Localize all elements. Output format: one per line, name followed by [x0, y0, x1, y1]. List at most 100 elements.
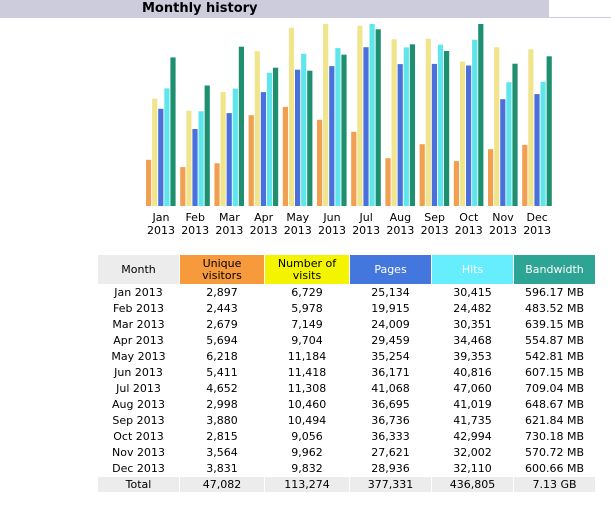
table-row: Nov 2013 3,564 9,962 27,621 32,002 570.72 MB [98, 445, 595, 460]
section-title: Monthly history [142, 1, 258, 16]
bar [288, 27, 295, 207]
cell-month: Aug 2013 [112, 398, 165, 411]
cell-bandwidth: 730.18 MB [524, 430, 585, 443]
bar [152, 98, 158, 206]
chart-bars [146, 24, 552, 207]
table-row: Oct 2013 2,815 9,056 36,333 42,994 730.18 MB [98, 429, 595, 444]
cell-visitors: 2,998 [206, 398, 238, 411]
bar [478, 24, 484, 206]
cell-visits: 5,978 [291, 302, 323, 315]
bar [431, 63, 437, 207]
cell-visitors: 4,652 [206, 382, 238, 395]
cell-month: Jan 2013 [114, 286, 163, 299]
x-tick-label-month: Jan [152, 211, 170, 224]
cell-visits: 10,460 [287, 398, 327, 411]
table-row: Jun 2013 5,411 11,418 36,171 40,816 607.15 MB [98, 365, 595, 380]
bar [500, 99, 506, 206]
table-row: Jan 2013 2,897 6,729 25,134 30,415 596.17 MB [98, 285, 595, 300]
table-header-row: Month Unique visitors Number of visits Pag… [98, 255, 595, 284]
header-text: visits [292, 268, 322, 282]
bar [459, 61, 466, 206]
cell-month: Jun 2013 [114, 366, 163, 379]
bar [528, 49, 534, 206]
bar [329, 66, 335, 206]
bar [254, 51, 260, 206]
cell-month: Sep 2013 [112, 414, 165, 427]
x-tick-label-month: Aug [390, 211, 411, 224]
cell-visits: 9,704 [291, 334, 323, 347]
bar [220, 92, 226, 206]
bar [466, 65, 472, 206]
table-row: May 2013 6,218 11,184 35,254 39,353 542.81 MB [98, 349, 595, 364]
cell-bandwidth: 607.15 MB [524, 366, 585, 379]
header-divider [0, 17, 611, 18]
cell-pages: 35,254 [371, 350, 410, 363]
bar [226, 113, 232, 206]
cell-hits: 40,816 [453, 366, 492, 379]
cell-hits: 30,351 [453, 318, 492, 331]
cell-visits: 9,962 [291, 446, 323, 459]
cell-visits: 11,184 [287, 350, 327, 363]
column-header-hits: Hits [432, 255, 513, 284]
x-tick-label-year: 2013 [215, 224, 243, 237]
bar [164, 88, 170, 206]
bar [351, 131, 357, 206]
cell-bandwidth: 709.04 MB [524, 382, 585, 395]
cell-month: Dec 2013 [112, 462, 165, 475]
bar [170, 57, 176, 207]
total-cell-month: Total [98, 477, 179, 492]
table-row: Sep 2013 3,880 10,494 36,736 41,735 621.84 MB [98, 413, 595, 428]
column-header-month: Month [98, 255, 179, 284]
cell-bandwidth: 648.67 MB [524, 398, 585, 411]
cell-hits: 32,002 [453, 446, 492, 459]
cell-bandwidth: 483.52 MB [524, 302, 585, 315]
x-tick-label-year: 2013 [284, 224, 312, 237]
table-row: Feb 2013 2,443 5,978 19,915 24,482 483.52 MB [98, 301, 595, 316]
table-row: Aug 2013 2,998 10,460 36,695 41,019 648.67 MB [98, 397, 595, 412]
cell-visits: 9,832 [291, 462, 323, 475]
bar [198, 111, 204, 206]
table-body: Jan 2013 2,897 6,729 25,134 30,415 596.17 MB F… [98, 285, 595, 476]
header-text: Unique [202, 256, 242, 270]
cell-hits: 32,110 [453, 462, 492, 475]
bar [397, 64, 403, 206]
bar [214, 163, 220, 206]
cell-pages: 36,333 [371, 430, 410, 443]
x-tick-label-year: 2013 [523, 224, 551, 237]
x-tick-label-year: 2013 [489, 224, 517, 237]
bar [186, 110, 192, 206]
bar [453, 161, 459, 206]
x-tick-label-month: Sep [424, 211, 445, 224]
cell-pages: 27,621 [371, 446, 410, 459]
column-header-pages: Pages [350, 255, 431, 284]
bar [180, 167, 186, 206]
x-tick-label-year: 2013 [421, 224, 449, 237]
bar [248, 115, 254, 206]
bar [546, 56, 552, 206]
total-cell-visitors: 47,082 [180, 477, 264, 492]
cell-hits: 24,482 [453, 302, 492, 315]
bar [295, 69, 301, 206]
x-tick-label-month: May [286, 211, 309, 224]
x-tick-label-month: Nov [492, 211, 514, 224]
cell-pages: 25,134 [371, 286, 410, 299]
x-tick-label-year: 2013 [455, 224, 483, 237]
bar [323, 24, 329, 206]
header-text: visitors [202, 268, 242, 282]
bar [192, 129, 198, 206]
cell-visitors: 5,411 [206, 366, 238, 379]
cell-hits: 39,353 [453, 350, 492, 363]
bar [385, 158, 391, 206]
cell-visitors: 5,694 [206, 334, 238, 347]
bar [425, 38, 431, 207]
bar [357, 25, 363, 206]
cell-visitors: 6,218 [206, 350, 238, 363]
bar [204, 85, 210, 206]
bar [260, 92, 266, 206]
monthly-history-chart: Jan2013Feb2013Mar2013Apr2013May2013Jun20… [146, 24, 552, 237]
table-total-row: Total 47,082 113,274 377,331 436,805 7.1… [98, 477, 595, 492]
bar [317, 119, 323, 206]
x-tick-label-year: 2013 [250, 224, 278, 237]
bar [158, 108, 164, 206]
cell-hits: 34,468 [453, 334, 492, 347]
